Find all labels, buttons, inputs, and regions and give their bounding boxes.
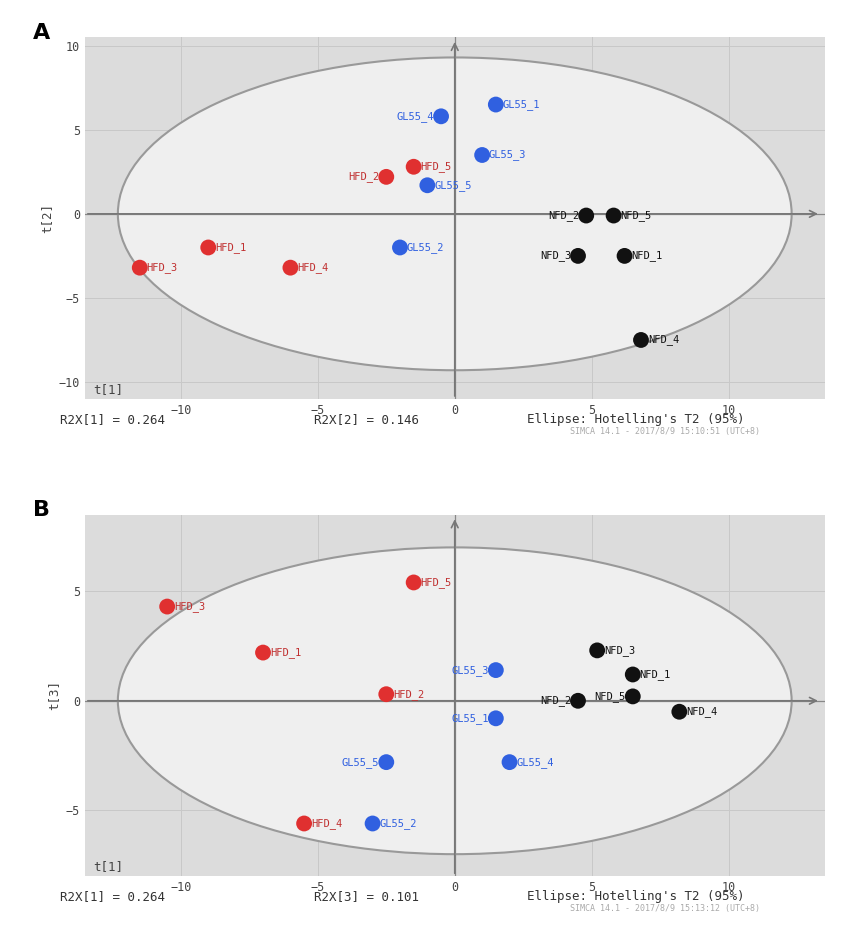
Point	[133, 260, 146, 275]
Text: R2X[3] = 0.101: R2X[3] = 0.101	[314, 890, 420, 903]
Text: GL55_2: GL55_2	[407, 242, 445, 253]
Point	[434, 109, 448, 124]
Point	[298, 816, 311, 831]
Text: GL55_3: GL55_3	[451, 665, 489, 676]
Point	[379, 755, 393, 770]
Text: t[1]: t[1]	[94, 860, 123, 872]
Text: NFD_1: NFD_1	[639, 669, 671, 680]
Point	[407, 159, 421, 174]
Point	[394, 240, 407, 255]
Point	[475, 147, 489, 162]
Point	[571, 693, 585, 708]
Y-axis label: t[3]: t[3]	[48, 680, 60, 710]
Text: t[1]: t[1]	[94, 383, 123, 396]
Point	[591, 643, 604, 658]
Point	[580, 208, 593, 223]
Text: NFD_3: NFD_3	[604, 645, 635, 656]
Text: GL55_1: GL55_1	[502, 99, 541, 110]
Text: NFD_5: NFD_5	[620, 210, 652, 221]
Point	[256, 645, 269, 660]
Text: NFD_2: NFD_2	[548, 210, 580, 221]
Text: HFD_1: HFD_1	[215, 242, 246, 253]
Point	[284, 260, 298, 275]
Ellipse shape	[118, 58, 791, 370]
Point	[421, 178, 434, 193]
Text: SIMCA 14.1 - 2017/8/9 15:13:12 (UTC+8): SIMCA 14.1 - 2017/8/9 15:13:12 (UTC+8)	[570, 904, 760, 913]
Text: GL55_5: GL55_5	[342, 757, 379, 768]
Point	[489, 711, 502, 726]
Text: NFD_4: NFD_4	[648, 335, 679, 346]
Text: NFD_4: NFD_4	[686, 706, 717, 718]
Text: GL55_4: GL55_4	[516, 757, 554, 768]
Text: NFD_3: NFD_3	[540, 251, 571, 261]
Text: GL55_5: GL55_5	[434, 180, 472, 191]
Point	[672, 705, 686, 720]
Text: A: A	[33, 22, 50, 43]
Text: HFD_2: HFD_2	[348, 171, 379, 183]
Text: SIMCA 14.1 - 2017/8/9 15:10:51 (UTC+8): SIMCA 14.1 - 2017/8/9 15:10:51 (UTC+8)	[570, 427, 760, 436]
Point	[201, 240, 215, 255]
Text: GL55_3: GL55_3	[489, 149, 526, 160]
Point	[626, 689, 639, 704]
Text: HFD_5: HFD_5	[421, 577, 451, 588]
Point	[379, 687, 393, 702]
Point	[626, 667, 639, 682]
Point	[607, 208, 620, 223]
Text: R2X[2] = 0.146: R2X[2] = 0.146	[314, 413, 420, 426]
Text: GL55_1: GL55_1	[451, 713, 489, 724]
Text: HFD_5: HFD_5	[421, 161, 451, 172]
Text: HFD_3: HFD_3	[174, 601, 205, 612]
Text: R2X[1] = 0.264: R2X[1] = 0.264	[60, 890, 165, 903]
Text: HFD_4: HFD_4	[311, 818, 343, 829]
Text: NFD_2: NFD_2	[540, 695, 571, 706]
Point	[379, 170, 393, 185]
Point	[634, 333, 648, 348]
Text: Ellipse: Hotelling's T2 (95%): Ellipse: Hotelling's T2 (95%)	[527, 890, 745, 903]
Text: HFD_2: HFD_2	[393, 689, 424, 700]
Text: GL55_2: GL55_2	[379, 818, 417, 829]
Ellipse shape	[118, 547, 791, 854]
Text: NFD_1: NFD_1	[632, 251, 663, 261]
Point	[366, 816, 379, 831]
Y-axis label: t[2]: t[2]	[40, 203, 54, 233]
Point	[502, 755, 516, 770]
Text: GL55_4: GL55_4	[397, 111, 434, 122]
Point	[161, 599, 174, 614]
Text: HFD_1: HFD_1	[269, 647, 301, 658]
Point	[489, 97, 502, 112]
Point	[489, 663, 502, 678]
Text: B: B	[33, 500, 50, 520]
Point	[571, 249, 585, 264]
Text: R2X[1] = 0.264: R2X[1] = 0.264	[60, 413, 165, 426]
Text: HFD_3: HFD_3	[147, 262, 178, 273]
Text: HFD_4: HFD_4	[298, 262, 328, 273]
Point	[618, 249, 632, 264]
Text: Ellipse: Hotelling's T2 (95%): Ellipse: Hotelling's T2 (95%)	[527, 413, 745, 426]
Text: NFD_5: NFD_5	[595, 691, 626, 702]
Point	[407, 575, 421, 590]
